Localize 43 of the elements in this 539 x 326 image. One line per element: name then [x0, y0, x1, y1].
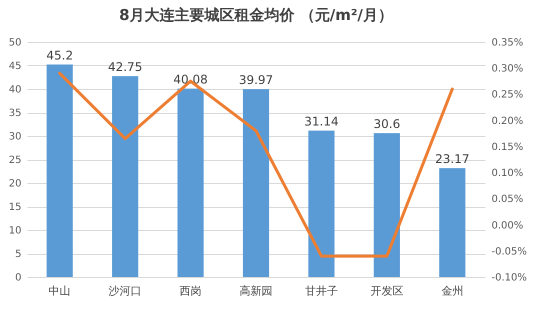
x-tick-label: 金州	[441, 284, 464, 298]
y-tick-label: 40	[8, 84, 22, 96]
y2-tick-label: 0.15%	[492, 142, 524, 153]
bar	[242, 89, 270, 277]
x-tick-label: 高新园	[240, 284, 272, 298]
x-tick-label: 西岗	[180, 284, 202, 298]
y-tick-label: 35	[8, 108, 22, 119]
y2-tick-label: -0.05%	[492, 246, 527, 258]
y-tick-label: 30	[8, 132, 22, 142]
y-tick-label: 15	[8, 202, 22, 213]
data-label: 30.6	[374, 117, 400, 132]
y-tick-label: 45	[8, 61, 22, 72]
y-tick-label: 20	[8, 178, 22, 190]
y-tick-label: 5	[15, 249, 22, 260]
y-tick-label: 25	[8, 155, 22, 166]
x-tick-label: 沙河口	[108, 284, 142, 298]
y2-tick-label: 0.00%	[492, 220, 524, 232]
x-tick-label: 中山	[48, 284, 71, 298]
bar	[46, 64, 73, 277]
y2-tick-label: 0.25%	[492, 90, 524, 101]
data-label: 39.97	[238, 73, 274, 88]
bar	[177, 88, 204, 277]
data-label: 23.17	[435, 152, 470, 166]
y2-tick-label: 0.20%	[492, 116, 524, 127]
bar	[439, 168, 466, 277]
data-label: 40.08	[173, 72, 208, 87]
bar	[112, 76, 138, 277]
chart-title: 8月大连主要城区租金均价 （元/m²/月）	[119, 6, 393, 24]
y-tick-label: 0	[15, 272, 22, 284]
x-tick-label: 甘井子	[304, 284, 338, 298]
y2-tick-label: -0.10%	[492, 272, 527, 284]
x-tick-label: 开发区	[370, 284, 404, 298]
y-tick-label: 10	[8, 226, 22, 236]
y-tick-label: 50	[8, 38, 22, 48]
data-label: 42.75	[108, 60, 142, 74]
y2-tick-label: 0.05%	[492, 194, 524, 206]
y2-tick-label: 0.10%	[492, 168, 524, 180]
data-label: 45.2	[46, 48, 74, 63]
y2-tick-label: 0.35%	[492, 38, 524, 48]
bar	[308, 130, 335, 277]
bar	[374, 133, 400, 277]
data-label: 31.14	[304, 114, 339, 129]
y2-tick-label: 0.30%	[492, 64, 524, 75]
